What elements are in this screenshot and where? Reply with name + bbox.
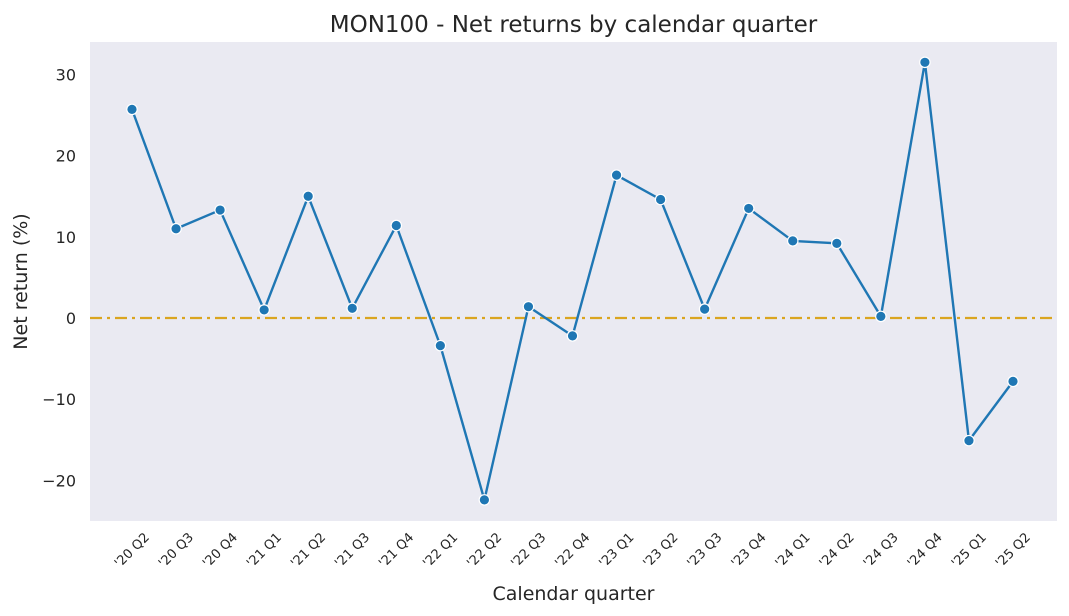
- x-tick-label: '25 Q2: [993, 530, 1034, 571]
- y-axis-label: Net return (%): [10, 213, 32, 349]
- x-tick-label: '20 Q4: [200, 530, 241, 571]
- chart-title: MON100 - Net returns by calendar quarter: [330, 12, 818, 38]
- y-tick-label: −10: [42, 390, 76, 409]
- x-axis-label: Calendar quarter: [493, 583, 655, 605]
- data-point: [434, 339, 447, 352]
- data-point: [742, 202, 755, 215]
- x-tick-label: '21 Q1: [244, 530, 285, 571]
- data-point: [1007, 375, 1019, 388]
- data-point: [522, 300, 535, 313]
- x-tick-label: '21 Q2: [288, 530, 329, 571]
- data-point: [698, 303, 711, 315]
- data-point: [566, 330, 579, 342]
- data-point: [302, 190, 314, 203]
- y-tick-label: 10: [56, 228, 76, 247]
- x-tick-label: '23 Q4: [729, 530, 770, 571]
- data-point: [654, 193, 667, 206]
- x-tick-label: '23 Q1: [597, 530, 638, 571]
- y-axis-ticks: −20 −10 0 10 20 30: [42, 65, 76, 490]
- data-point: [346, 302, 359, 315]
- x-tick-label: '23 Q2: [641, 530, 682, 571]
- x-tick-label: '24 Q1: [773, 530, 814, 571]
- x-tick-label: '25 Q1: [949, 530, 990, 571]
- data-point: [919, 56, 931, 69]
- y-tick-label: 30: [56, 65, 76, 84]
- y-tick-label: 0: [66, 309, 76, 328]
- x-tick-label: '22 Q4: [552, 530, 593, 571]
- x-tick-label: '20 Q3: [156, 530, 197, 571]
- x-tick-label: '24 Q4: [905, 530, 946, 571]
- x-tick-label: '22 Q3: [508, 530, 549, 571]
- x-tick-label: '21 Q3: [332, 530, 373, 571]
- x-tick-label: '24 Q2: [817, 530, 858, 571]
- x-tick-label: '22 Q2: [464, 530, 505, 571]
- data-point: [170, 222, 182, 235]
- y-tick-label: −20: [42, 471, 76, 490]
- data-point: [875, 310, 887, 323]
- data-point: [214, 204, 226, 216]
- x-tick-label: '20 Q2: [112, 530, 153, 571]
- x-tick-label: '21 Q4: [376, 530, 417, 571]
- plot-area: [90, 42, 1057, 521]
- data-point: [390, 219, 403, 232]
- data-point: [786, 235, 799, 247]
- data-point: [478, 494, 491, 506]
- data-point: [126, 103, 138, 116]
- y-tick-label: 20: [56, 147, 76, 166]
- data-point: [610, 169, 623, 181]
- data-point: [830, 237, 843, 250]
- data-point: [258, 304, 270, 316]
- x-tick-label: '22 Q1: [420, 530, 461, 571]
- x-axis-ticks: '20 Q2'20 Q3'20 Q4'21 Q1'21 Q2'21 Q3'21 …: [112, 530, 1034, 571]
- x-tick-label: '23 Q3: [685, 530, 726, 571]
- data-points: [126, 56, 1019, 506]
- x-tick-label: '24 Q3: [861, 530, 902, 571]
- data-point: [963, 434, 975, 447]
